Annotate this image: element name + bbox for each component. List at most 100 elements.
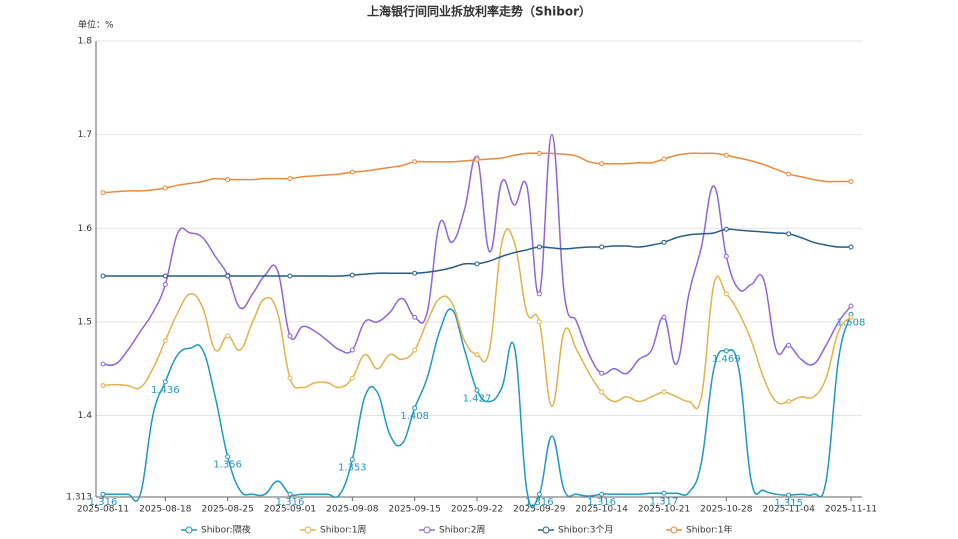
x-tick-label: 2025-11-04	[763, 505, 816, 515]
y-tick-label: 1.7	[78, 130, 92, 140]
y-tick-label: 1.4	[78, 411, 93, 421]
data-label: 1.427	[463, 393, 492, 404]
point	[100, 383, 106, 389]
series-line	[102, 133, 852, 375]
legend-marker	[423, 526, 431, 534]
point	[848, 178, 854, 184]
legend-item: Shibor:2周	[419, 525, 485, 536]
point	[661, 156, 667, 162]
point	[474, 157, 480, 163]
x-tick-label: 2025-11-11	[825, 505, 877, 515]
x-tick-label: 2025-08-11	[77, 505, 129, 515]
point	[100, 361, 106, 367]
point	[786, 171, 792, 177]
x-tick-label: 2025-10-14	[576, 505, 629, 515]
data-label: 1.316	[525, 497, 554, 508]
point	[100, 491, 106, 497]
point	[661, 314, 667, 320]
point	[786, 231, 792, 237]
point	[162, 273, 168, 279]
point	[599, 491, 605, 497]
point	[287, 176, 293, 182]
point	[412, 405, 418, 411]
series-line	[102, 308, 852, 509]
point	[162, 185, 168, 191]
data-label: 1.315	[774, 498, 803, 509]
point	[287, 491, 293, 497]
point	[536, 491, 542, 497]
series-line	[103, 228, 852, 277]
data-label: 1.356	[213, 460, 242, 471]
point	[599, 244, 605, 250]
point	[225, 273, 231, 279]
legend-marker	[185, 526, 193, 534]
x-tick-label: 2025-09-01	[264, 505, 316, 515]
x-tick-label: 2025-09-15	[389, 505, 441, 515]
point	[349, 347, 355, 353]
data-label: 1.316	[587, 497, 616, 508]
legend-marker	[304, 526, 312, 534]
point	[723, 348, 729, 354]
y-tick-label: 1.6	[78, 224, 93, 234]
point	[848, 244, 854, 250]
data-label: 1.408	[400, 411, 429, 422]
point	[723, 152, 729, 158]
point	[162, 379, 168, 385]
point	[599, 389, 605, 395]
legend-item: Shibor:1年	[666, 524, 732, 536]
point	[786, 398, 792, 404]
point	[786, 492, 792, 498]
point	[287, 375, 293, 381]
point	[599, 370, 605, 376]
point	[599, 161, 605, 167]
x-tick-label: 2025-10-28	[700, 505, 753, 515]
point	[100, 273, 106, 279]
point	[536, 244, 542, 250]
y-unit: 单位：%	[78, 19, 114, 31]
point	[536, 319, 542, 325]
point	[225, 454, 231, 460]
point	[723, 291, 729, 297]
legend-label: Shibor:1年	[686, 524, 732, 536]
point	[162, 338, 168, 344]
data-label: 1.469	[712, 354, 741, 365]
point	[848, 303, 854, 309]
legend-item: Shibor:隔夜	[181, 524, 251, 536]
point	[412, 314, 418, 320]
point	[536, 150, 542, 156]
point	[349, 457, 355, 463]
legend-marker	[542, 526, 550, 534]
x-tick-label: 2025-09-08	[326, 505, 379, 515]
legend-label: Shibor:3个月	[558, 525, 613, 536]
point	[349, 169, 355, 175]
point	[661, 389, 667, 395]
x-tick-label: 2025-08-25	[202, 505, 254, 515]
point	[786, 342, 792, 348]
point	[287, 273, 293, 279]
point	[225, 333, 231, 339]
legend-label: Shibor:1周	[320, 525, 366, 536]
point	[474, 352, 480, 358]
point	[225, 177, 231, 183]
data-label: 1.508	[837, 317, 866, 328]
point	[287, 333, 293, 339]
legend-item: Shibor:3个月	[538, 525, 613, 536]
point	[474, 387, 480, 393]
point	[412, 270, 418, 276]
point	[474, 261, 480, 267]
point	[412, 347, 418, 353]
point	[661, 239, 667, 245]
data-label: 1.316	[276, 497, 305, 508]
y-tick-label: 1.8	[78, 37, 93, 47]
data-label: 1.353	[338, 463, 367, 474]
point	[349, 375, 355, 381]
point	[723, 253, 729, 259]
point	[412, 159, 418, 165]
legend-item: Shibor:1周	[300, 525, 366, 536]
point	[661, 490, 667, 496]
legend-label: Shibor:隔夜	[201, 524, 251, 536]
chart-title: 上海银行间同业拆放利率走势（Shibor）	[367, 4, 591, 19]
y-tick-label: 1.5	[78, 317, 92, 327]
data-label: 1.436	[151, 385, 180, 396]
data-label: 1.317	[650, 496, 679, 507]
